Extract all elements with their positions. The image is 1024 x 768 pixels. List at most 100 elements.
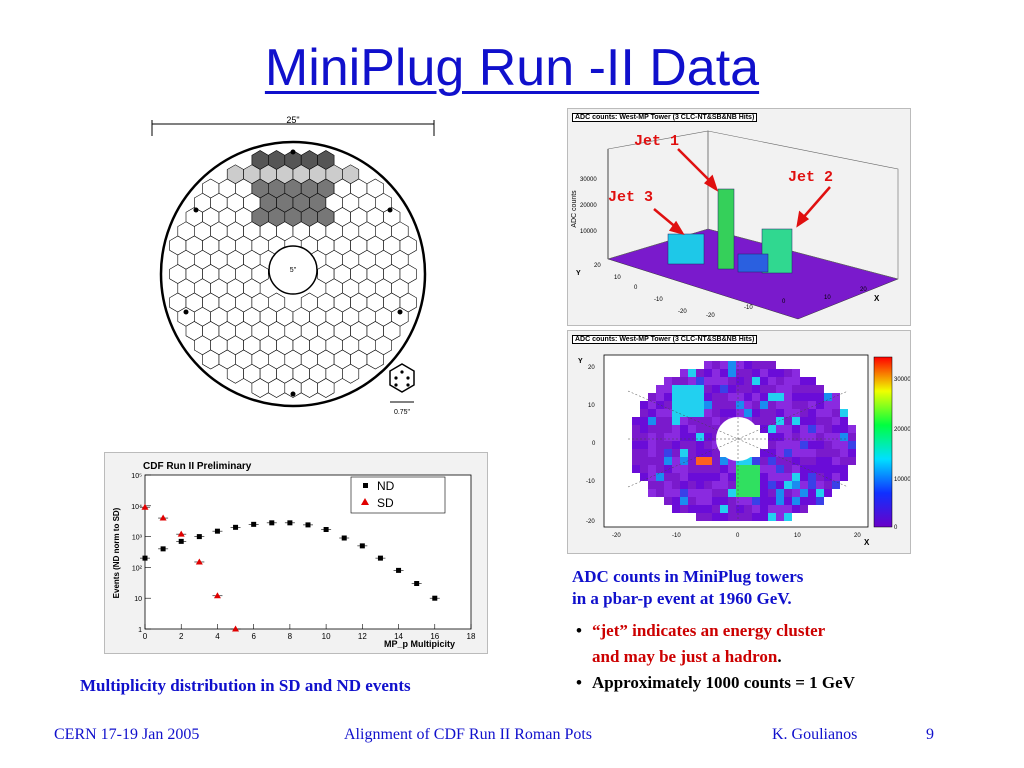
hex-detail-inset: 0.75" xyxy=(389,363,415,416)
multiplicity-chart: CDF Run II Preliminary Events (ND norm t… xyxy=(104,452,488,654)
map-cell xyxy=(672,497,680,505)
map-cell xyxy=(808,457,816,465)
map-cell xyxy=(672,401,680,409)
adc-caption-line2: in a pbar-p event at 1960 GeV. xyxy=(572,589,792,608)
map-cell xyxy=(768,393,776,401)
map-cell xyxy=(816,441,824,449)
map-cell xyxy=(696,369,704,377)
map-cell xyxy=(664,385,672,393)
map-cell xyxy=(712,481,720,489)
map-cell xyxy=(736,385,744,393)
nd-point xyxy=(377,555,383,561)
map-cell xyxy=(680,417,688,425)
map-cell xyxy=(648,457,656,465)
map-cell xyxy=(672,385,680,393)
map-cell xyxy=(704,505,712,513)
map-cell xyxy=(712,417,720,425)
map-cell xyxy=(824,409,832,417)
map-cell xyxy=(680,489,688,497)
map-cell xyxy=(640,457,648,465)
map-cell xyxy=(680,433,688,441)
map-cell xyxy=(816,473,824,481)
map-cell xyxy=(760,457,768,465)
map-cell xyxy=(656,385,664,393)
map-cell xyxy=(656,473,664,481)
map-cell xyxy=(784,377,792,385)
lego-y-tick: 10 xyxy=(614,275,621,281)
map-cell xyxy=(696,489,704,497)
map-cell xyxy=(776,441,784,449)
sd-point xyxy=(141,503,149,510)
map-cell xyxy=(672,425,680,433)
map-cell xyxy=(752,473,760,481)
map-cell xyxy=(784,457,792,465)
map-cell xyxy=(656,449,664,457)
map-cell xyxy=(672,457,680,465)
map-cell xyxy=(760,377,768,385)
chart-y-tick: 1 xyxy=(138,627,142,634)
map-cell xyxy=(752,401,760,409)
map-cell xyxy=(768,369,776,377)
map-cell xyxy=(752,409,760,417)
bullet1-period: . xyxy=(777,647,782,666)
map-cell xyxy=(664,481,672,489)
lego-base xyxy=(607,228,899,320)
chart-x-tick: 8 xyxy=(288,632,293,641)
map-cell xyxy=(720,481,728,489)
map-cell xyxy=(800,425,808,433)
map-cell xyxy=(688,473,696,481)
map-cell xyxy=(784,489,792,497)
map-cell xyxy=(704,481,712,489)
map-cell xyxy=(760,489,768,497)
map-cell xyxy=(752,385,760,393)
map-cell xyxy=(784,393,792,401)
map-cell xyxy=(760,417,768,425)
map-cell xyxy=(712,385,720,393)
map-cell xyxy=(760,393,768,401)
map-cell xyxy=(712,505,720,513)
nd-point xyxy=(305,522,311,528)
map-cell xyxy=(808,449,816,457)
map-cell xyxy=(704,409,712,417)
map-cell xyxy=(704,377,712,385)
map-cell xyxy=(824,417,832,425)
map-cell xyxy=(712,377,720,385)
map-cell xyxy=(832,481,840,489)
map-cell xyxy=(704,489,712,497)
color-map-cells xyxy=(632,361,856,521)
map-cell xyxy=(808,441,816,449)
map-cell xyxy=(816,409,824,417)
multiplicity-caption: Multiplicity distribution in SD and ND e… xyxy=(80,676,411,695)
map-cell xyxy=(816,425,824,433)
map-cell xyxy=(800,409,808,417)
map-cell xyxy=(664,393,672,401)
map-cell xyxy=(672,465,680,473)
map-cell xyxy=(776,465,784,473)
map-cell xyxy=(792,369,800,377)
map-cell xyxy=(720,361,728,369)
map-cell xyxy=(776,425,784,433)
map-cell xyxy=(672,409,680,417)
map-y-tick: 20 xyxy=(588,365,595,371)
map-cell xyxy=(816,449,824,457)
map-cell xyxy=(808,377,816,385)
map-x-tick: 20 xyxy=(854,533,861,539)
map-cell xyxy=(808,385,816,393)
map-cell xyxy=(776,513,784,521)
map-cell xyxy=(688,489,696,497)
map-cell xyxy=(696,393,704,401)
map-cell xyxy=(720,409,728,417)
map-cell xyxy=(640,473,648,481)
map-cell xyxy=(848,457,856,465)
map-cell xyxy=(760,513,768,521)
map-cell xyxy=(744,465,752,473)
map-cell xyxy=(640,433,648,441)
map-cell xyxy=(720,369,728,377)
map-cell xyxy=(824,465,832,473)
chart-x-tick: 12 xyxy=(358,632,367,641)
map-cell xyxy=(792,505,800,513)
map-cell xyxy=(816,401,824,409)
map-cell xyxy=(632,465,640,473)
map-cell xyxy=(712,449,720,457)
chart-legend: ND SD xyxy=(350,476,446,514)
